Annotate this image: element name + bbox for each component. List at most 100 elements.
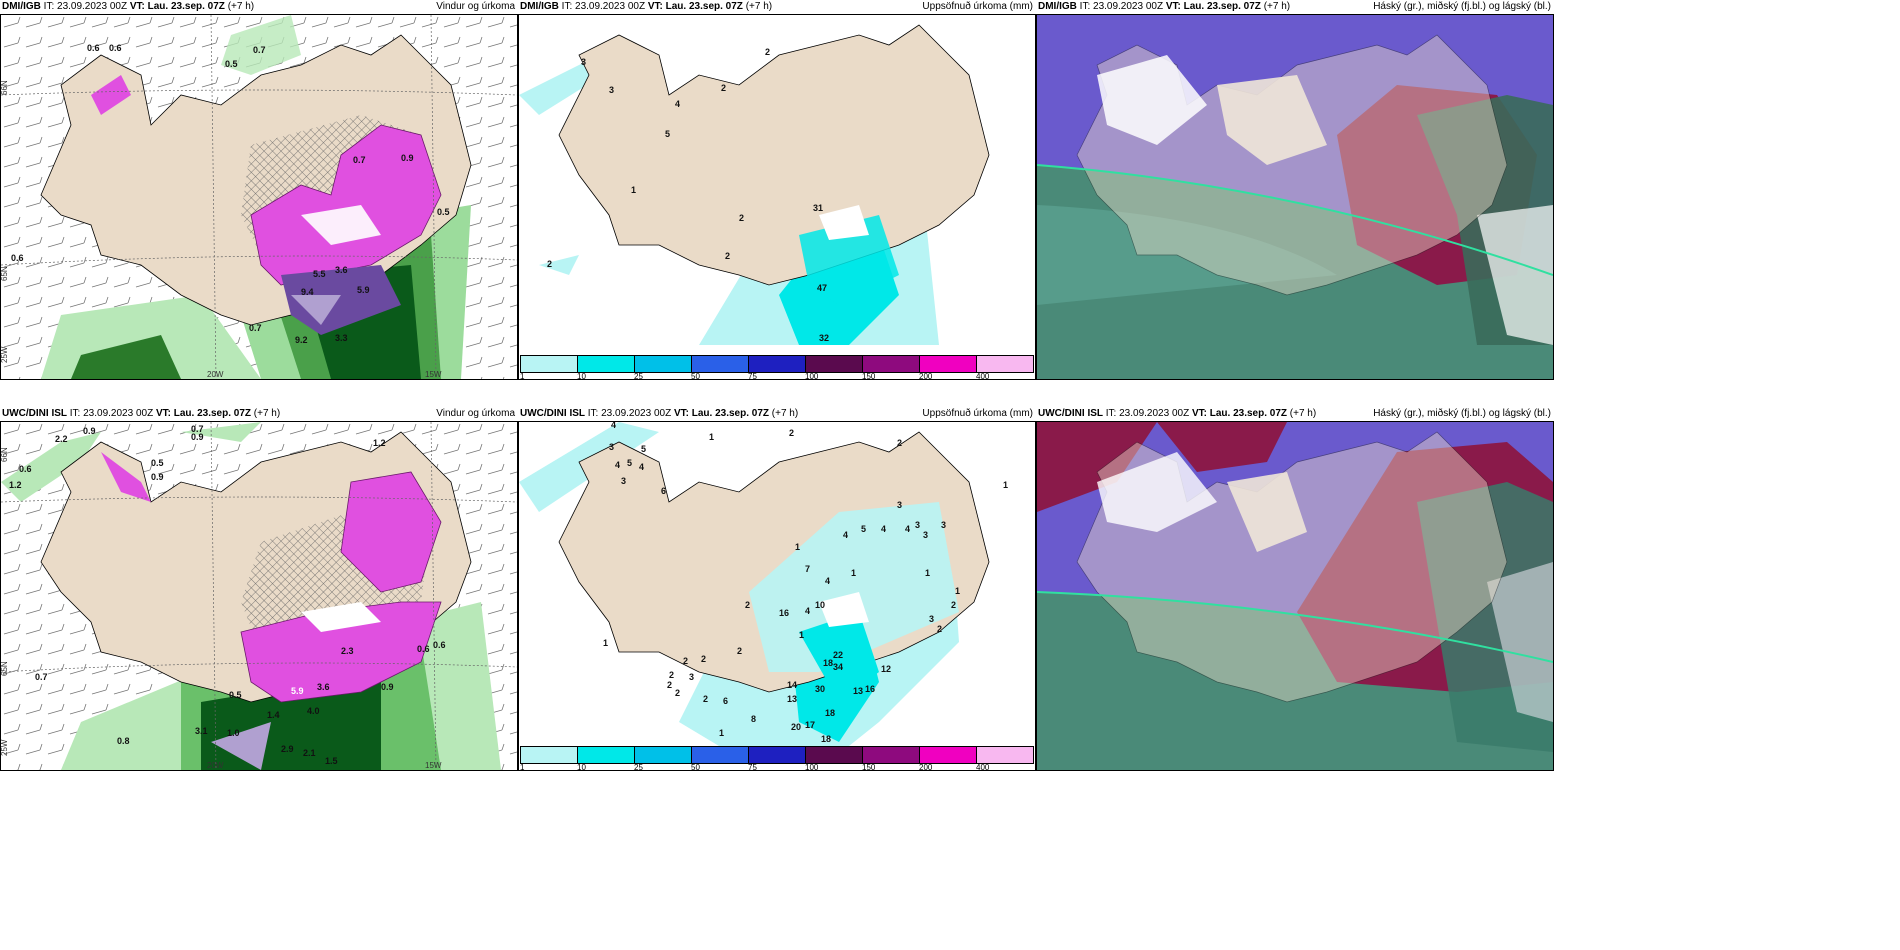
precip-value: 5 bbox=[861, 524, 866, 534]
colorbar-tick: 10 bbox=[577, 372, 586, 381]
map-canvas: 0.6 0.6 0.7 0.5 0.7 0.9 0.6 9.4 5.9 9.2 … bbox=[1, 15, 517, 379]
colorbar-bin bbox=[977, 747, 1033, 763]
precip-value: 0.9 bbox=[401, 153, 414, 163]
lead-time: (+7 h) bbox=[227, 1, 255, 12]
precip-value: 0.5 bbox=[225, 59, 238, 69]
panel-accum-precip-dmi: DMI/IGB IT: 23.09.2023 00Z VT: Lau. 23.s… bbox=[518, 1, 1036, 381]
panel-header: UWC/DINI ISL IT: 23.09.2023 00Z VT: Lau.… bbox=[1, 406, 517, 422]
colorbar-bin bbox=[578, 356, 635, 372]
precip-value: 1 bbox=[955, 586, 960, 596]
colorbar-tick: 50 bbox=[691, 372, 700, 381]
map-canvas: 4 1 2 2 3 3 1 4 5 4 4 3 3 7 4 1 16 10 2 … bbox=[519, 422, 1035, 746]
precip-value: 4 bbox=[843, 530, 848, 540]
precip-value: 0.9 bbox=[83, 426, 96, 436]
precip-value: 5.9 bbox=[291, 686, 304, 696]
precip-value: 3 bbox=[689, 672, 694, 682]
precip-value: 0.8 bbox=[117, 736, 130, 746]
precip-value: 3 bbox=[581, 57, 586, 67]
precip-value: 2 bbox=[683, 656, 688, 666]
precip-value: 0.7 bbox=[353, 155, 366, 165]
colorbar-bin bbox=[806, 747, 863, 763]
precip-value: 18 bbox=[825, 708, 835, 718]
colorbar bbox=[520, 746, 1034, 764]
precip-value: 2 bbox=[547, 259, 552, 269]
precip-value: 10 bbox=[815, 600, 825, 610]
valid-time: Lau. 23.sep. 07Z bbox=[147, 1, 225, 12]
precip-value: 13 bbox=[853, 686, 863, 696]
precip-value: 2 bbox=[721, 83, 726, 93]
panel-title: Vindur og úrkoma bbox=[436, 408, 515, 419]
map-canvas bbox=[1037, 15, 1553, 379]
colorbar-bin bbox=[749, 747, 806, 763]
init-time: IT: 23.09.2023 00Z bbox=[587, 408, 672, 419]
precip-value: 8 bbox=[751, 714, 756, 724]
colorbar-bin bbox=[521, 747, 578, 763]
colorbar-tick: 25 bbox=[634, 763, 643, 772]
precip-value: 30 bbox=[815, 684, 825, 694]
precip-value: 2 bbox=[739, 213, 744, 223]
lead-time: (+7 h) bbox=[253, 408, 281, 419]
precip-value: 1 bbox=[925, 568, 930, 578]
precip-value: 1 bbox=[603, 638, 608, 648]
lat-tick: 65N bbox=[1, 266, 9, 281]
precip-value: 0.7 bbox=[191, 424, 204, 434]
precip-value: 6 bbox=[723, 696, 728, 706]
model-name: UWC/DINI ISL bbox=[520, 408, 585, 419]
precip-value: 0.6 bbox=[109, 43, 122, 53]
lon-tick: 25W bbox=[1, 346, 9, 363]
vt-label: VT: bbox=[1191, 408, 1207, 419]
precip-value: 2.1 bbox=[303, 748, 316, 758]
precip-value: 13 bbox=[787, 694, 797, 704]
panel-title: Háský (gr.), miðský (fj.bl.) og lágský (… bbox=[1373, 1, 1551, 12]
precip-value: 0.9 bbox=[191, 432, 204, 442]
precip-value: 2 bbox=[701, 654, 706, 664]
panel-header: UWC/DINI ISL IT: 23.09.2023 00Z VT: Lau.… bbox=[1037, 406, 1553, 422]
precip-value: 2.3 bbox=[341, 646, 354, 656]
precip-value: 17 bbox=[805, 720, 815, 730]
colorbar-bin bbox=[521, 356, 578, 372]
init-time: IT: 23.09.2023 00Z bbox=[43, 1, 128, 12]
lead-time: (+7 h) bbox=[745, 1, 773, 12]
colorbar-bin bbox=[920, 747, 977, 763]
precip-value: 12 bbox=[881, 664, 891, 674]
lon-tick: 20W bbox=[207, 370, 224, 379]
precip-value: 0.5 bbox=[151, 458, 164, 468]
precip-value: 3.6 bbox=[335, 265, 348, 275]
colorbar-tick: 75 bbox=[748, 372, 757, 381]
panel-header: DMI/IGB IT: 23.09.2023 00Z VT: Lau. 23.s… bbox=[1, 0, 517, 15]
precip-value: 1 bbox=[795, 542, 800, 552]
lead-time: (+7 h) bbox=[1263, 1, 1291, 12]
precip-value: 6 bbox=[661, 486, 666, 496]
colorbar-tick: 200 bbox=[919, 372, 933, 381]
colorbar-tick: 50 bbox=[691, 763, 700, 772]
panel-header: DMI/IGB IT: 23.09.2023 00Z VT: Lau. 23.s… bbox=[1037, 0, 1553, 15]
precip-value: 1.0 bbox=[227, 728, 240, 738]
iceland-landmass bbox=[558, 24, 990, 286]
panel-clouds-uwc: UWC/DINI ISL IT: 23.09.2023 00Z VT: Lau.… bbox=[1036, 408, 1554, 771]
precip-value: 0.9 bbox=[151, 472, 164, 482]
precip-value: 1 bbox=[1003, 480, 1008, 490]
valid-time: Lau. 23.sep. 07Z bbox=[665, 1, 743, 12]
precip-value: 3 bbox=[621, 476, 626, 486]
precip-value: 31 bbox=[813, 203, 823, 213]
precip-value: 5 bbox=[641, 444, 646, 454]
precip-value: 1 bbox=[631, 185, 636, 195]
model-name: DMI/IGB bbox=[520, 1, 559, 12]
precip-value: 2.2 bbox=[55, 434, 68, 444]
precip-value: 2 bbox=[675, 688, 680, 698]
colorbar-bin bbox=[863, 356, 920, 372]
colorbar-tick: 25 bbox=[634, 372, 643, 381]
precip-value: 3 bbox=[915, 520, 920, 530]
precip-value: 0.7 bbox=[249, 323, 262, 333]
precip-value: 1 bbox=[709, 432, 714, 442]
precip-value: 4 bbox=[905, 524, 910, 534]
precip-value: 0.9 bbox=[381, 682, 394, 692]
precip-value: 0.6 bbox=[417, 644, 430, 654]
precip-value: 2 bbox=[765, 47, 770, 57]
colorbar-bin bbox=[578, 747, 635, 763]
precip-value: 4 bbox=[805, 606, 810, 616]
colorbar-tick: 1 bbox=[520, 763, 525, 772]
panel-clouds-dmi: DMI/IGB IT: 23.09.2023 00Z VT: Lau. 23.s… bbox=[1036, 1, 1554, 380]
colorbar-tick: 400 bbox=[976, 763, 990, 772]
colorbar-tick: 10 bbox=[577, 763, 586, 772]
